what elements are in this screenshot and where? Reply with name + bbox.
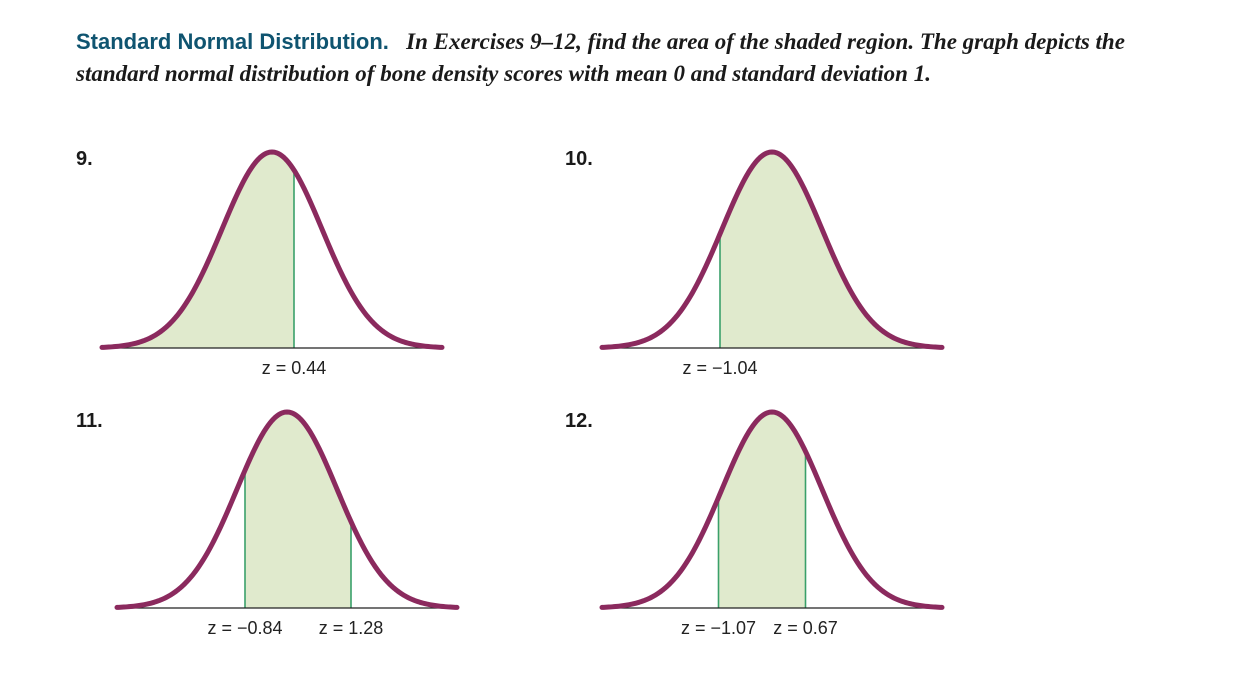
normal-curve-10 <box>599 149 945 350</box>
z-label-12-right: z = 0.67 <box>773 618 838 638</box>
normal-curve-9 <box>99 149 445 350</box>
normal-curve-graph-12: z = −1.07 z = 0.67 <box>599 409 945 638</box>
z-label-10: z = −1.04 <box>682 358 757 378</box>
exercise-instruction: In Exercises 9–12, find the area of the … <box>76 29 1125 86</box>
shaded-region-9 <box>102 152 294 348</box>
exercise-number-11: 11. <box>76 410 103 432</box>
section-heading: Standard Normal Distribution. <box>76 29 389 54</box>
normal-curve-12 <box>599 409 945 610</box>
z-label-11-left: z = −0.84 <box>207 618 282 638</box>
z-label-11-right: z = 1.28 <box>319 618 384 638</box>
shaded-region-10 <box>720 152 942 348</box>
normal-curve-graph-10: z = −1.04 <box>599 149 945 378</box>
normal-curve-graph-9: z = 0.44 <box>99 149 445 378</box>
normal-curve-graph-11: z = −0.84 z = 1.28 <box>114 409 460 638</box>
z-label-9: z = 0.44 <box>262 358 327 378</box>
z-label-12-left: z = −1.07 <box>681 618 756 638</box>
exercise-number-12: 12. <box>565 410 593 432</box>
problem-intro: Standard Normal Distribution. In Exercis… <box>76 26 1166 90</box>
normal-curve-11 <box>114 409 460 610</box>
exercise-number-10: 10. <box>565 148 593 170</box>
shaded-region-12 <box>718 412 806 608</box>
exercise-number-9: 9. <box>76 148 93 170</box>
